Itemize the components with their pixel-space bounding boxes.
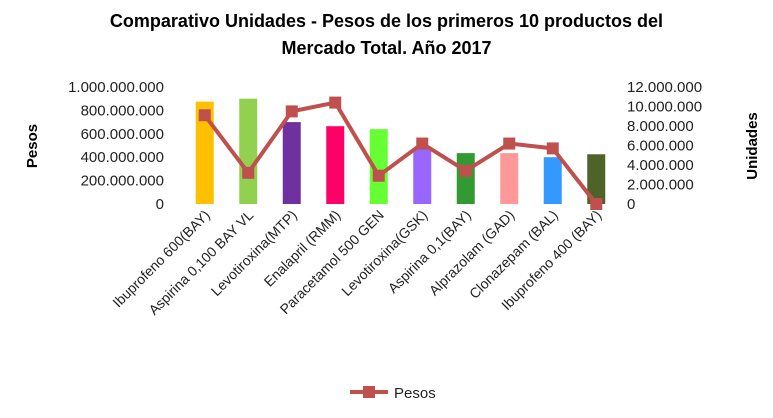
y2-tick-label: 12.000.000 bbox=[627, 79, 702, 96]
y-tick-label: 800.000.000 bbox=[81, 102, 164, 119]
bar bbox=[239, 98, 258, 204]
y2-tick-label: 0 bbox=[627, 196, 635, 213]
y-tick-label: 600.000.000 bbox=[81, 126, 164, 143]
pesos-line bbox=[203, 100, 598, 206]
bar bbox=[326, 126, 345, 204]
bar bbox=[195, 101, 214, 204]
bar bbox=[500, 153, 519, 204]
line-marker bbox=[416, 137, 429, 150]
bar bbox=[587, 154, 606, 204]
y2-tick-label: 4.000.000 bbox=[627, 157, 694, 174]
y2-axis-title: Unidades bbox=[744, 112, 761, 180]
y2-tick-label: 2.000.000 bbox=[627, 177, 694, 194]
chart-title: Comparativo Unidades - Pesos de los prim… bbox=[0, 8, 773, 62]
bar bbox=[456, 153, 475, 204]
y-tick-label: 0 bbox=[156, 196, 164, 213]
y-axis-title: Pesos bbox=[24, 124, 41, 168]
line-marker bbox=[590, 198, 603, 210]
legend-marker-swatch bbox=[363, 386, 375, 398]
y-tick-label: 400.000.000 bbox=[81, 149, 164, 166]
chart-title-line-2: Mercado Total. Año 2017 bbox=[281, 38, 492, 58]
line-marker bbox=[198, 109, 211, 122]
line-marker bbox=[242, 166, 255, 179]
legend-label: Pesos bbox=[394, 385, 436, 402]
chart-title-line-1: Comparativo Unidades - Pesos de los prim… bbox=[109, 11, 664, 31]
line-marker bbox=[546, 142, 559, 155]
line-marker bbox=[329, 96, 342, 109]
bar bbox=[543, 157, 562, 204]
y-tick-label: 1.000.000.000 bbox=[68, 79, 164, 96]
line-marker bbox=[459, 164, 472, 177]
bar bbox=[282, 122, 301, 204]
y-tick-label: 200.000.000 bbox=[81, 173, 164, 190]
y2-tick-label: 8.000.000 bbox=[627, 118, 694, 135]
line-marker bbox=[372, 169, 385, 182]
category-label: Enalapril (RMM) bbox=[261, 207, 344, 290]
line-marker bbox=[285, 105, 298, 118]
line-marker bbox=[503, 137, 516, 150]
bar bbox=[413, 148, 432, 204]
bar bbox=[369, 129, 388, 204]
y2-tick-label: 6.000.000 bbox=[627, 138, 694, 155]
y2-tick-label: 10.000.000 bbox=[627, 99, 702, 116]
